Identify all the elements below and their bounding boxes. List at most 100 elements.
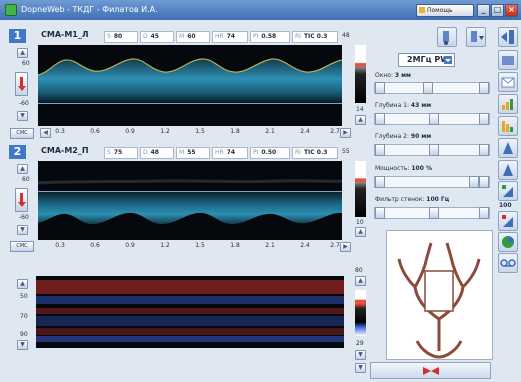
toolbar-triangle-2-button[interactable] <box>498 160 518 180</box>
ch2-color-scale <box>355 161 366 217</box>
ch1-invert-button[interactable] <box>15 72 28 96</box>
arrow-up-icon: ▲ <box>20 165 25 172</box>
ch1-baseline <box>38 103 342 104</box>
ch1-time-axis: 0.3 0.6 0.9 1.2 1.5 1.8 2.1 2.4 2.7 <box>38 127 342 139</box>
ch1-scale-top: 60 <box>22 60 30 67</box>
mmode-scale-down-button[interactable]: ▼ <box>17 340 28 350</box>
ch2-right-scale-bottom: 10 <box>356 219 364 226</box>
gain-value: 100 <box>499 202 512 209</box>
minimize-button[interactable]: _ <box>477 4 490 17</box>
ch2-param-ri: RI TIC 0.3 <box>292 147 338 159</box>
chart-up-icon <box>502 99 513 110</box>
plus-button[interactable] <box>479 176 489 188</box>
ch1-scale-up-button[interactable]: ▲ <box>17 48 28 58</box>
ch1-right-scale-top: 48 <box>342 32 350 39</box>
triangle-icon <box>503 142 513 154</box>
toolbar-gain-down-button[interactable] <box>498 211 518 231</box>
depth1-slider-thumb[interactable] <box>429 113 439 125</box>
ch2-cms-button[interactable]: СМС <box>10 241 34 252</box>
axis-tick: 1.2 <box>160 242 170 249</box>
mmode-display[interactable] <box>36 276 344 348</box>
ch1-scroll-right[interactable]: ▶ <box>340 128 351 138</box>
minus-button[interactable] <box>375 82 385 94</box>
filter-slider-thumb[interactable] <box>429 207 439 219</box>
probe-mode-select[interactable]: 2МГц PW <box>398 53 455 67</box>
mmode-trace <box>36 280 344 342</box>
probe-button[interactable] <box>437 27 457 47</box>
ch2-invert-button[interactable] <box>15 188 28 212</box>
ch2-gain-up-button[interactable]: ▲ <box>355 227 366 237</box>
toolbar-sphere-button[interactable] <box>498 232 518 252</box>
mmode-gain-up-button[interactable]: ▲ <box>355 276 366 286</box>
toolbar-triangle-button[interactable] <box>498 138 518 158</box>
ch1-scale-down-button[interactable]: ▼ <box>17 111 28 121</box>
arrow-up-icon: ▲ <box>358 228 363 235</box>
envelope-icon <box>501 77 515 88</box>
minus-button[interactable] <box>375 176 385 188</box>
window-slider[interactable] <box>374 82 490 94</box>
help-button[interactable]: Помощь <box>416 4 474 17</box>
toolbar-gain-button[interactable] <box>498 181 518 201</box>
ch2-spectrum-trace <box>38 179 342 225</box>
plus-button[interactable] <box>479 113 489 125</box>
power-slider-thumb[interactable] <box>469 176 479 188</box>
axis-tick: 1.2 <box>160 128 170 135</box>
ch1-right-scale-bottom: 14 <box>356 106 364 113</box>
depth2-slider-thumb[interactable] <box>429 144 439 156</box>
close-button[interactable]: × <box>505 4 518 17</box>
mmode-scale-up-button[interactable]: ▲ <box>17 279 28 289</box>
app-icon <box>5 4 17 16</box>
depth1-slider[interactable] <box>374 113 490 125</box>
ch2-scale-up-button[interactable]: ▲ <box>17 164 28 174</box>
probe-mode-value: 2МГц PW <box>407 55 450 64</box>
position-bar[interactable] <box>370 362 491 379</box>
arrow-down-icon: ▼ <box>358 364 363 371</box>
minus-button[interactable] <box>375 207 385 219</box>
ch1-scroll-left[interactable]: ◀ <box>40 128 51 138</box>
minus-button[interactable] <box>375 144 385 156</box>
toolbar-chart-down-button[interactable] <box>498 116 518 136</box>
plus-button[interactable] <box>479 207 489 219</box>
arrow-up-icon: ▲ <box>358 116 363 123</box>
depth2-slider[interactable] <box>374 144 490 156</box>
ch2-param-hr: HR 74 <box>212 147 248 159</box>
ch1-spectrum-trace <box>38 58 342 103</box>
vessel-tree-icon <box>397 242 481 359</box>
toolbar-chart-up-button[interactable] <box>498 94 518 114</box>
ch1-gain-up-button[interactable]: ▲ <box>355 115 366 125</box>
power-slider[interactable] <box>374 176 490 188</box>
axis-tick: 1.5 <box>195 128 205 135</box>
plus-button[interactable] <box>479 82 489 94</box>
ch1-param-d: D 45 <box>140 31 174 43</box>
arrow-up-icon: ▲ <box>358 277 363 284</box>
toolbar-save-button[interactable] <box>498 50 518 70</box>
axis-tick: 0.9 <box>125 128 135 135</box>
ch2-scroll-right[interactable]: ▶ <box>340 242 351 252</box>
ch2-baseline <box>38 191 342 192</box>
arrow-down-icon: ▼ <box>358 351 363 358</box>
minus-button[interactable] <box>375 113 385 125</box>
ch1-spectrum[interactable] <box>38 45 342 126</box>
vessel-diagram[interactable] <box>386 230 493 360</box>
mmode-right-scale-bottom: 29 <box>356 340 364 347</box>
toolbar-mail-button[interactable] <box>498 72 518 92</box>
exit-icon <box>501 30 514 44</box>
ch2-scale-down-button[interactable]: ▼ <box>17 225 28 235</box>
maximize-button[interactable]: □ <box>491 4 504 17</box>
ch1-cms-button[interactable]: СМС <box>10 128 34 139</box>
ch2-param-s: S 75 <box>104 147 138 159</box>
probe-menu-button[interactable] <box>466 27 486 47</box>
ch2-spectrum[interactable] <box>38 161 342 240</box>
filter-slider[interactable] <box>374 207 490 219</box>
axis-tick: 2.7 <box>330 242 340 249</box>
ch2-param-d: D 48 <box>140 147 174 159</box>
mmode-gain-down-2-button[interactable]: ▼ <box>355 363 366 373</box>
mmode-gain-down-button[interactable]: ▼ <box>355 350 366 360</box>
plus-button[interactable] <box>479 144 489 156</box>
exit-button[interactable] <box>498 27 518 47</box>
sphere-icon <box>502 236 514 248</box>
ch2-right-scale-top: 55 <box>342 148 350 155</box>
toolbar-tape-button[interactable] <box>498 253 518 273</box>
arrow-left-icon: ◀ <box>43 129 48 136</box>
window-slider-thumb[interactable] <box>423 82 433 94</box>
